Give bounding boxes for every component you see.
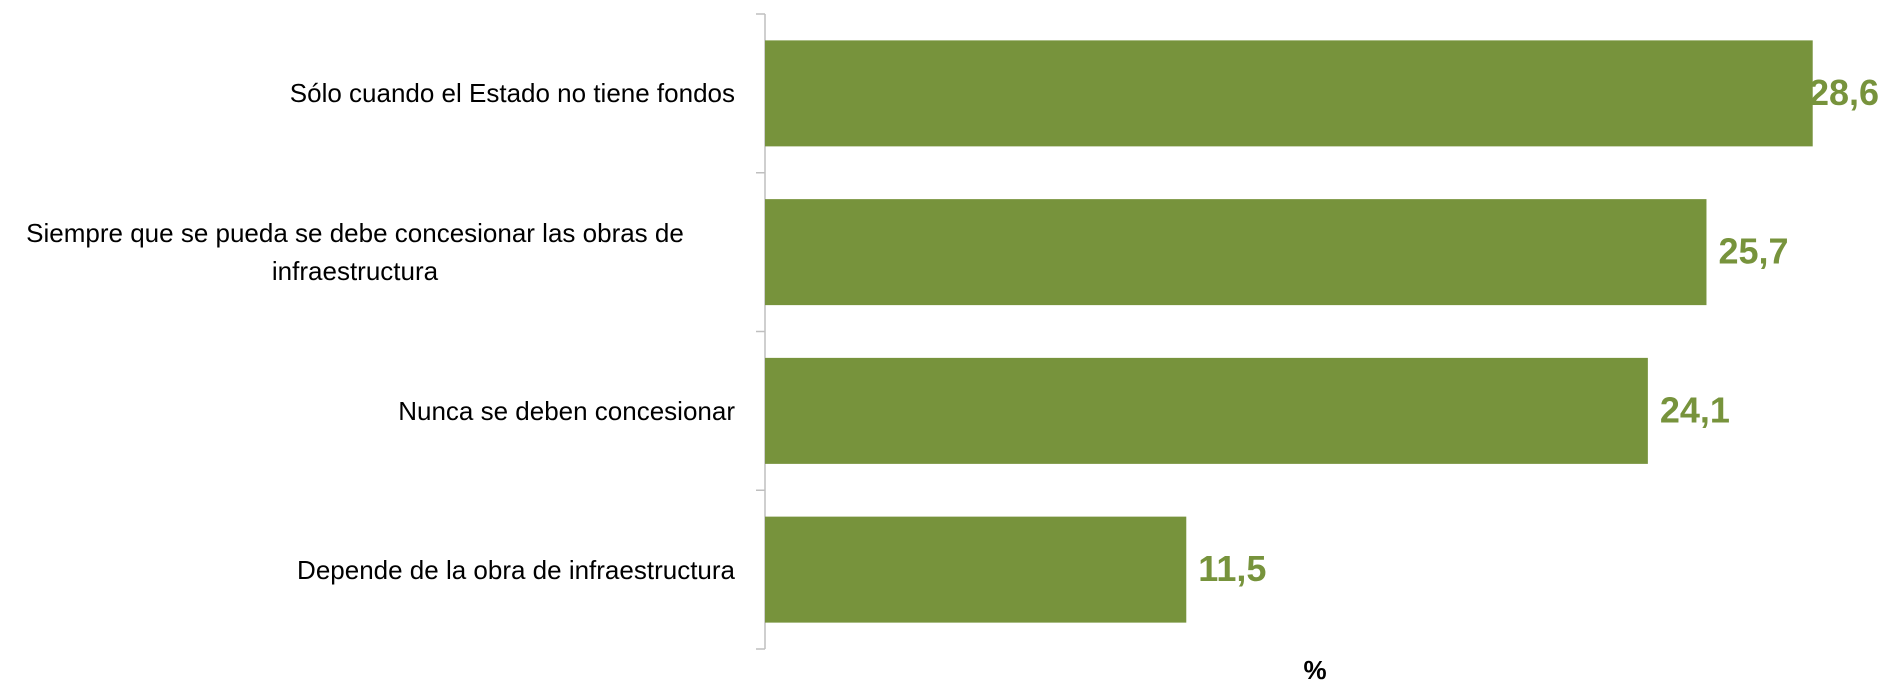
category-label-box: Nunca se deben concesionar xyxy=(0,332,735,491)
y-tick-label: Depende de la obra de infraestructura xyxy=(297,554,735,585)
data-label: 28,6 xyxy=(1809,72,1879,113)
data-label: 11,5 xyxy=(1198,548,1266,589)
x-axis-label: % xyxy=(1303,655,1326,684)
data-label: 24,1 xyxy=(1660,389,1730,430)
y-tick-label: Siempre que se pueda se debe concesionar… xyxy=(26,218,684,287)
bar xyxy=(765,199,1707,306)
bar xyxy=(765,40,1813,147)
y-tick-label: Sólo cuando el Estado no tiene fondos xyxy=(289,78,735,109)
category-label-box: Sólo cuando el Estado no tiene fondos xyxy=(0,14,735,173)
category-label-box: Depende de la obra de infraestructura xyxy=(0,490,735,649)
category-label-box: Siempre que se pueda se debe concesionar… xyxy=(0,173,735,332)
y-tick-label: Nunca se deben concesionar xyxy=(398,395,735,426)
bar xyxy=(765,357,1648,464)
data-label: 25,7 xyxy=(1718,231,1788,272)
bar xyxy=(765,516,1187,623)
